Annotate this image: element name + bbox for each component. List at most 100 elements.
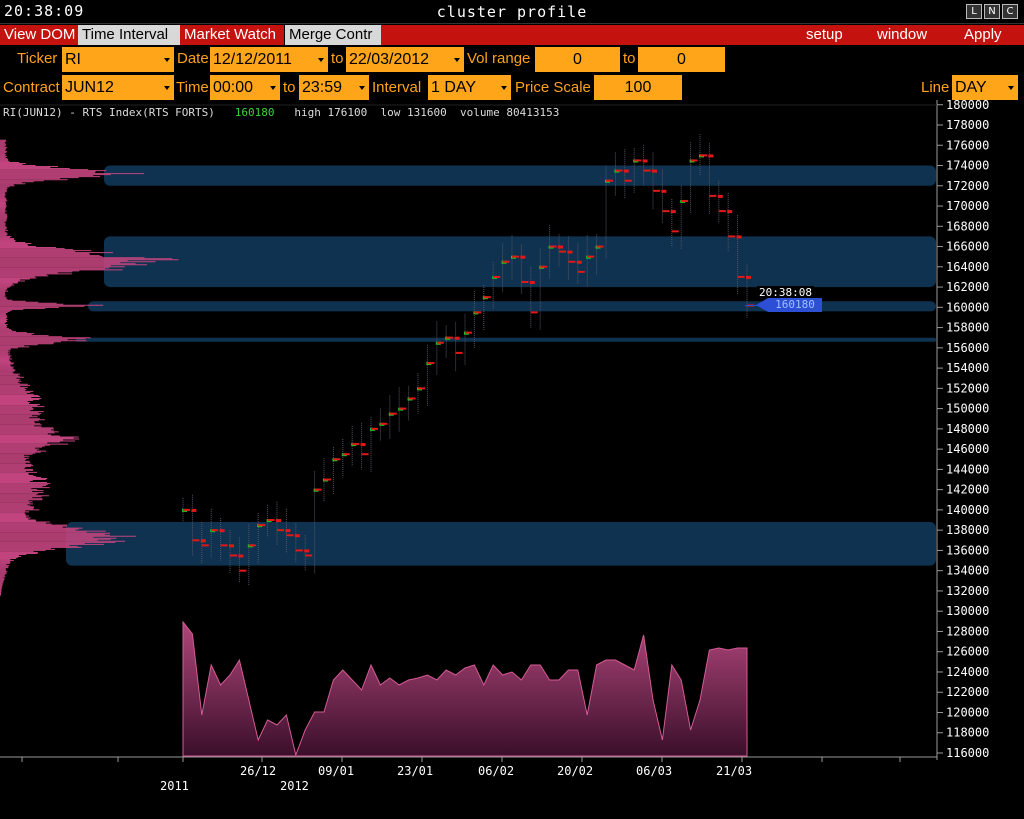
x-tick-label: 09/01 [318, 764, 355, 778]
y-tick-label: 148000 [946, 422, 989, 436]
menu-view-dom[interactable]: View DOM [4, 26, 76, 43]
window-controls: L N C [966, 4, 1018, 19]
volume-zone [66, 522, 936, 566]
poc-mark [399, 407, 407, 410]
contract-select[interactable]: JUN12 [62, 75, 174, 100]
vol-range-to-input[interactable]: 0 [638, 47, 725, 72]
date-from-value: 12/12/2011 [213, 51, 292, 68]
menu-bar: View DOM Time Interval Market Watch Merg… [0, 25, 1024, 45]
volume-area [182, 620, 748, 757]
time-from-field[interactable]: 00:00 [210, 75, 280, 100]
window-l-button[interactable]: L [966, 4, 982, 19]
poc-mark [521, 281, 529, 283]
price-cluster-mark [670, 210, 676, 214]
poc-mark [192, 539, 200, 542]
high-label: high [294, 106, 321, 119]
ticker-label: Ticker [17, 50, 58, 67]
y-tick-label: 158000 [946, 321, 989, 335]
poc-mark [728, 235, 736, 238]
poc-mark [568, 260, 576, 263]
poc-mark [408, 397, 416, 400]
y-tick-label: 178000 [946, 118, 989, 132]
poc-mark [418, 387, 425, 390]
poc-mark [559, 250, 566, 253]
price-cluster-mark [200, 539, 206, 543]
menu-merge-contr[interactable]: Merge Contr [285, 25, 381, 45]
menu-apply[interactable]: Apply [964, 26, 1002, 43]
price-cluster-mark [304, 549, 310, 553]
menu-setup[interactable]: setup [806, 26, 843, 43]
poc-mark [389, 412, 397, 415]
interval-label: Interval [372, 79, 422, 96]
poc-mark [483, 296, 491, 299]
instrument-name: RI(JUN12) - RTS Index(RTS FORTS) [3, 106, 215, 119]
vol-range-from-input[interactable]: 0 [535, 47, 620, 72]
chevron-down-icon [270, 86, 276, 90]
y-tick-label: 154000 [946, 361, 989, 375]
price-cluster-mark [454, 336, 460, 340]
price-tag-value: 160180 [768, 298, 822, 312]
current-price: 160180 [234, 106, 275, 119]
price-cluster-mark [276, 519, 281, 523]
price-cluster-mark [219, 529, 225, 533]
poc-mark [549, 245, 557, 248]
chevron-down-icon [318, 58, 324, 62]
poc-mark [371, 427, 378, 430]
poc-mark [380, 422, 388, 425]
price-cluster-mark [294, 534, 300, 538]
poc-mark [211, 529, 219, 532]
poc-mark [709, 194, 717, 197]
y-tick-label: 174000 [946, 159, 989, 173]
y-tick-label: 150000 [946, 402, 989, 416]
poc-mark [577, 270, 585, 273]
volume-label: volume [460, 106, 500, 119]
interval-value: 1 DAY [431, 79, 477, 96]
poc-mark [700, 154, 707, 157]
menu-time-interval[interactable]: Time Interval [78, 25, 180, 45]
line-value: DAY [955, 79, 987, 96]
poc-mark [653, 189, 660, 192]
poc-mark [512, 255, 519, 258]
price-cluster-mark [360, 443, 366, 447]
volume-zone [104, 236, 936, 288]
y-tick-label: 170000 [946, 199, 989, 213]
time-from-value: 00:00 [213, 79, 254, 96]
price-cluster-mark [576, 260, 582, 264]
poc-mark [201, 544, 209, 547]
chevron-down-icon [454, 58, 460, 62]
price-scale-input[interactable]: 100 [594, 75, 682, 100]
date-to-field[interactable]: 22/03/2012 [346, 47, 464, 72]
year-label: 2012 [280, 779, 309, 793]
window-title: cluster profile [436, 3, 588, 21]
contract-value: JUN12 [65, 79, 114, 96]
x-tick-label: 26/12 [240, 764, 277, 778]
volume-zone [88, 301, 936, 312]
date-from-field[interactable]: 12/12/2011 [210, 47, 328, 72]
y-tick-label: 180000 [946, 100, 989, 112]
ticker-select[interactable]: RI [62, 47, 174, 72]
chevron-down-icon [1008, 86, 1014, 90]
menu-window[interactable]: window [877, 26, 928, 43]
price-cluster-mark [727, 210, 733, 214]
volume-zone [76, 337, 936, 342]
window-n-button[interactable]: N [984, 4, 1000, 19]
y-tick-label: 152000 [946, 381, 989, 395]
poc-mark [342, 453, 350, 456]
volume-zone [104, 165, 936, 186]
time-to-field[interactable]: 23:59 [299, 75, 369, 100]
y-tick-label: 162000 [946, 280, 989, 294]
price-cluster-mark [642, 159, 648, 163]
low-value: 131600 [407, 106, 447, 119]
poc-mark [333, 458, 341, 461]
window-c-button[interactable]: C [1002, 4, 1018, 19]
menu-market-watch[interactable]: Market Watch [180, 25, 285, 45]
clock: 20:38:09 [4, 2, 85, 20]
line-select[interactable]: DAY [952, 75, 1018, 100]
poc-mark [643, 169, 651, 172]
poc-mark [427, 362, 435, 365]
interval-select[interactable]: 1 DAY [428, 75, 511, 100]
cluster-profile-chart[interactable]: 180000 178000 176000 174000 172000 170000 1680… [0, 100, 1024, 819]
poc-mark [671, 230, 679, 233]
poc-mark [277, 529, 284, 532]
y-tick-label: 144000 [946, 462, 989, 476]
